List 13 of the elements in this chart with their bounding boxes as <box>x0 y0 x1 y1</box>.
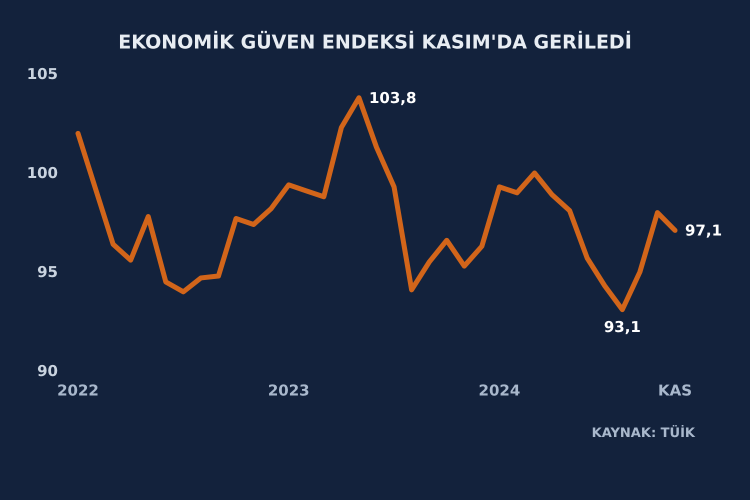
y-tick-label: 100 <box>26 164 58 182</box>
x-tick-label: 2023 <box>268 382 310 400</box>
y-tick-label: 105 <box>26 65 58 83</box>
x-tick-label: 2024 <box>478 382 520 400</box>
chart-title: EKONOMİK GÜVEN ENDEKSİ KASIM'DA GERİLEDİ <box>118 30 632 54</box>
y-tick-label: 95 <box>37 263 58 281</box>
text: KAYNAK: TÜİK <box>592 424 696 441</box>
x-tick-label: 2022 <box>57 382 99 400</box>
data-label: 93,1 <box>604 318 641 336</box>
data-label: 103,8 <box>368 88 416 107</box>
data-label: 97,1 <box>685 221 722 240</box>
x-tick-label: KAS <box>658 382 692 400</box>
y-tick-label: 90 <box>37 362 58 380</box>
